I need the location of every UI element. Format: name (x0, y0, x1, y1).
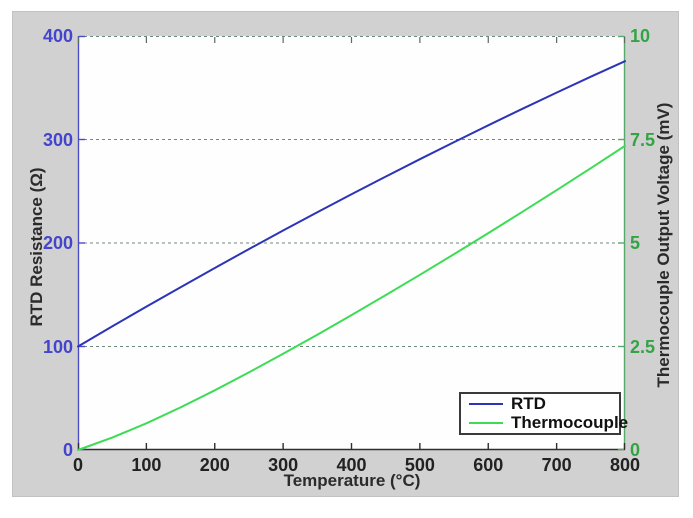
y-right-tick-label-0: 0 (630, 440, 641, 460)
y-right-tick-label-2.5: 2.5 (630, 336, 656, 357)
y-left-tick-label-0: 0 (62, 440, 73, 460)
legend-item-thermocouple: Thermocouple (469, 413, 628, 432)
y-right-tick-label-7.5: 7.5 (630, 129, 656, 150)
x-tick-label-700: 700 (541, 455, 572, 475)
plot-area (77, 35, 626, 451)
x-tick-label-800: 800 (609, 455, 641, 475)
legend-line-sample (469, 403, 503, 406)
chart-canvas (77, 35, 626, 451)
y-left-tick-label-300: 300 (42, 129, 73, 150)
legend: RTD Thermocouple (459, 392, 628, 435)
y-right-tick-label-5: 5 (630, 233, 641, 253)
y-left-tick-label-400: 400 (42, 26, 73, 46)
x-tick-label-400: 400 (336, 455, 367, 475)
legend-line-sample (469, 421, 503, 424)
y-right-tick-label-10: 10 (630, 26, 651, 46)
curve-rtd (77, 60, 626, 348)
x-tick-label-0: 0 (72, 455, 83, 475)
legend-item-rtd: RTD (469, 395, 615, 413)
y-left-tick-label-200: 200 (42, 233, 73, 253)
x-tick-label-100: 100 (131, 455, 162, 475)
curve-thermocouple (77, 144, 626, 451)
x-tick-label-200: 200 (199, 455, 230, 475)
x-axis-label: Temperature (°C) (283, 471, 421, 490)
x-tick-label-500: 500 (404, 455, 435, 475)
legend-label: Thermocouple (511, 412, 629, 432)
legend-label: RTD (511, 394, 546, 414)
x-tick-label-600: 600 (473, 455, 504, 475)
x-tick-label-300: 300 (268, 455, 299, 475)
y-left-tick-label-100: 100 (42, 336, 73, 357)
